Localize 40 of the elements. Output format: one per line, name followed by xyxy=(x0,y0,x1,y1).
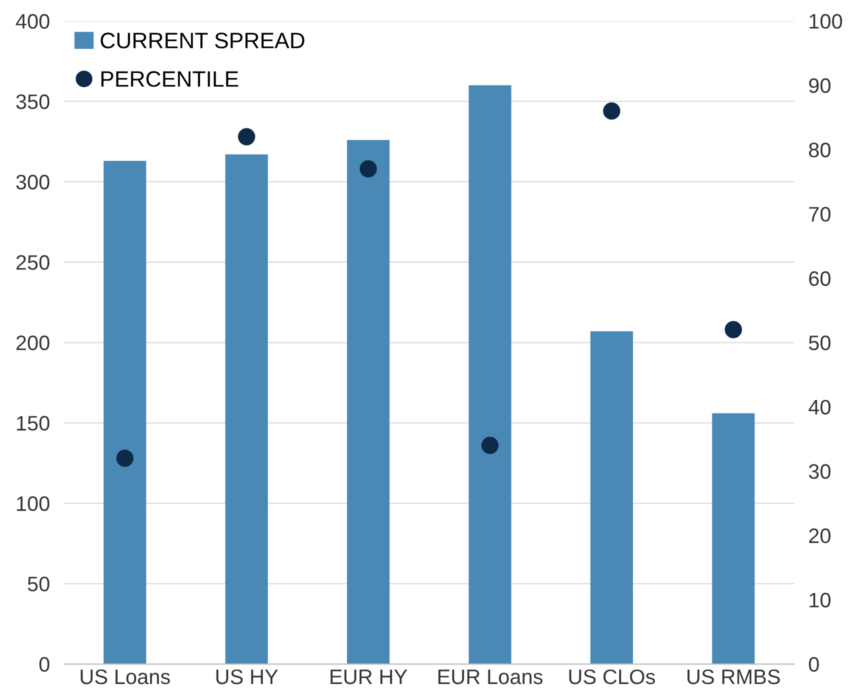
bar xyxy=(346,140,390,664)
y2-tick-label: 20 xyxy=(809,528,830,544)
x-tick-label: EUR Loans xyxy=(438,670,542,684)
bar xyxy=(590,331,633,664)
y-tick-label: 350 xyxy=(16,94,50,110)
y2-tick-label: 30 xyxy=(808,464,830,479)
y-tick-label: 200 xyxy=(16,336,50,350)
x-tick-label: US HY xyxy=(216,669,278,684)
x-tick-label: US RMBS xyxy=(688,669,780,684)
y2-tick-label: 100 xyxy=(810,14,842,29)
y-tick-label: 250 xyxy=(16,255,50,270)
point xyxy=(481,436,499,454)
bar xyxy=(225,154,268,664)
point xyxy=(724,321,742,338)
x-tick-label: US CLOs xyxy=(569,669,655,684)
y2-tick-label: 60 xyxy=(809,271,830,286)
y2-tick-label: 50 xyxy=(808,336,830,350)
point xyxy=(238,128,256,146)
point xyxy=(360,160,377,178)
legend-label: CURRENT SPREAD xyxy=(100,32,304,48)
y-tick-label: 300 xyxy=(16,174,50,190)
point xyxy=(116,450,134,467)
y-tick-label: 400 xyxy=(16,14,50,29)
y-tick-label: 150 xyxy=(16,416,50,431)
y-tick-label: 50 xyxy=(28,576,50,592)
y-tick-label: 100 xyxy=(16,496,50,512)
bar xyxy=(712,413,755,664)
legend-label: PERCENTILE xyxy=(101,71,238,87)
y2-tick-label: 90 xyxy=(809,78,830,94)
bar xyxy=(104,160,146,664)
y2-tick-label: 10 xyxy=(810,592,830,608)
y2-tick-label: 70 xyxy=(809,206,830,222)
y2-tick-label: 40 xyxy=(808,400,830,415)
y-tick-label: 0 xyxy=(39,657,50,672)
point xyxy=(603,102,620,120)
y2-tick-label: 0 xyxy=(808,657,819,672)
x-tick-label: EUR HY xyxy=(330,670,408,684)
y2-tick-label: 80 xyxy=(809,142,830,158)
bar xyxy=(468,85,512,664)
x-tick-label: US Loans xyxy=(80,669,170,684)
